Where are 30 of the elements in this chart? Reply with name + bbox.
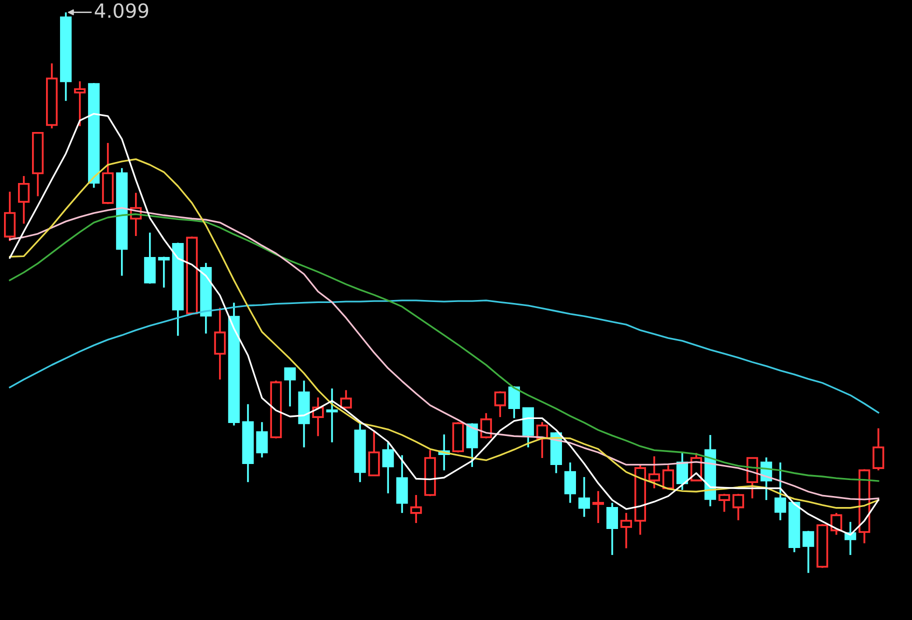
candlestick	[158, 256, 170, 288]
candlestick	[410, 494, 422, 524]
candlestick	[508, 385, 520, 420]
candlestick	[578, 476, 590, 518]
candlestick	[74, 80, 86, 128]
candlestick	[592, 490, 604, 524]
annotation: 4.099	[94, 3, 148, 18]
candlestick	[732, 492, 744, 522]
candlestick	[284, 366, 296, 408]
candlestick	[802, 530, 814, 574]
candlestick	[872, 427, 884, 472]
candlestick	[480, 412, 492, 440]
candlestick	[368, 430, 380, 477]
candlestick	[18, 175, 30, 225]
candlestick	[662, 464, 674, 490]
candlestick	[466, 422, 478, 468]
candlestick	[4, 190, 16, 242]
candlestick	[718, 492, 730, 513]
candlestick	[312, 396, 324, 438]
candlestick	[382, 441, 394, 494]
candlestick	[564, 462, 576, 504]
candlestick	[620, 512, 632, 550]
candlestick	[340, 389, 352, 410]
candlestick	[256, 421, 268, 458]
candlestick	[648, 455, 660, 490]
candlestick	[326, 388, 338, 444]
candlestick	[774, 462, 786, 522]
candlestick	[606, 502, 618, 556]
candlestick	[214, 306, 226, 380]
candlestick	[494, 390, 506, 418]
